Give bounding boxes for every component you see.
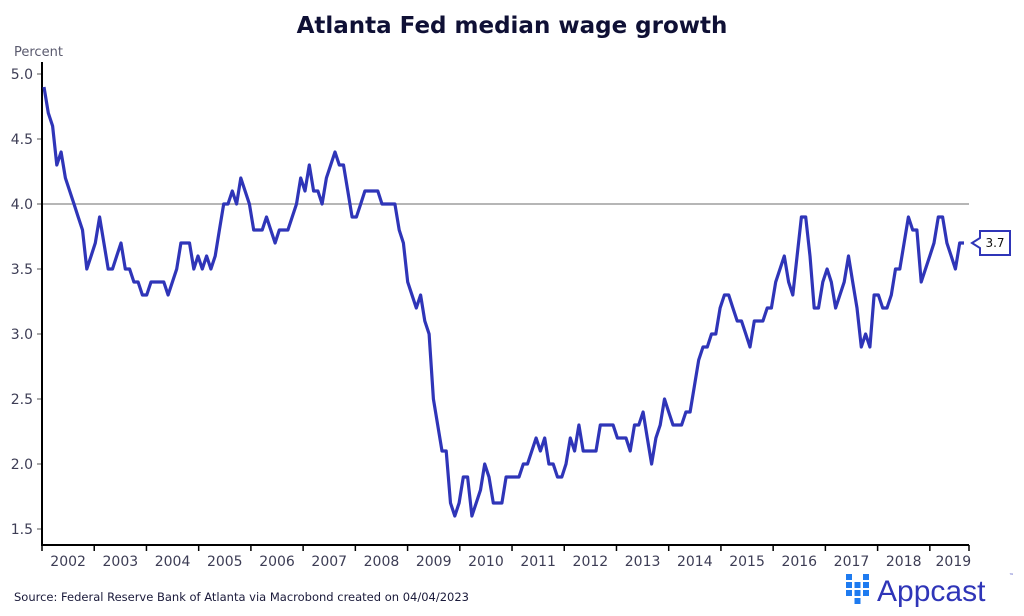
appcast-trademark: ™ xyxy=(1009,573,1014,579)
logo-square xyxy=(854,590,861,596)
x-tick-label: 2006 xyxy=(259,554,295,570)
end-value-label: 3.7 xyxy=(985,236,1004,250)
logo-square xyxy=(854,598,861,604)
end-value-callout: 3.7 xyxy=(970,230,1011,256)
x-tick-label: 2002 xyxy=(50,554,86,570)
chart-title: Atlanta Fed median wage growth xyxy=(297,13,728,39)
y-tick-label: 3.0 xyxy=(11,327,33,343)
x-tick-label: 2015 xyxy=(729,554,765,570)
logo-square xyxy=(846,590,852,596)
x-tick-label: 2012 xyxy=(573,554,609,570)
x-tick-label: 2013 xyxy=(625,554,661,570)
end-value-callout-box xyxy=(970,230,1011,256)
y-axis: 1.5 2.0 2.5 3.0 3.5 4.0 4.5 5.0 xyxy=(11,67,42,538)
x-tick-label: 2009 xyxy=(416,554,452,570)
y-tick-label: 3.5 xyxy=(11,262,33,278)
y-tick-label: 2.0 xyxy=(11,457,33,473)
y-axis-label: Percent xyxy=(14,45,63,60)
y-tick-label: 4.0 xyxy=(11,197,33,213)
x-tick-label: 2018 xyxy=(886,554,922,570)
x-tick-label: 2008 xyxy=(364,554,400,570)
logo-square xyxy=(854,582,861,588)
x-axis: 2002 2003 2004 2005 2006 2007 2008 2009 2010 2011… xyxy=(41,545,972,570)
source-note: Source: Federal Reserve Bank of Atlanta … xyxy=(14,590,469,604)
x-tick-label: 2014 xyxy=(677,554,713,570)
x-tick-label: 2007 xyxy=(311,554,347,570)
appcast-logo: Appcast ™ xyxy=(846,573,1014,608)
data-points xyxy=(43,86,965,517)
logo-square xyxy=(863,574,869,580)
x-tick-label: 2003 xyxy=(103,554,139,570)
x-tick-label: 2010 xyxy=(468,554,504,570)
series-line-median-wage-growth xyxy=(42,86,964,518)
x-tick-label: 2017 xyxy=(834,554,870,570)
x-tick-label: 2019 xyxy=(936,554,972,570)
x-tick-label: 2016 xyxy=(781,554,817,570)
y-tick-label: 2.5 xyxy=(11,392,33,408)
x-tick-label: 2011 xyxy=(520,554,556,570)
appcast-logo-icon xyxy=(846,574,869,604)
logo-square xyxy=(863,582,869,588)
logo-square xyxy=(846,574,852,580)
logo-square xyxy=(863,590,869,596)
y-tick-label: 5.0 xyxy=(11,67,33,83)
x-tick-label: 2005 xyxy=(207,554,243,570)
logo-square xyxy=(846,582,852,588)
appcast-logo-text: Appcast xyxy=(877,575,986,608)
y-tick-label: 4.5 xyxy=(11,132,33,148)
x-tick-label: 2004 xyxy=(155,554,191,570)
y-tick-label: 1.5 xyxy=(11,522,33,538)
